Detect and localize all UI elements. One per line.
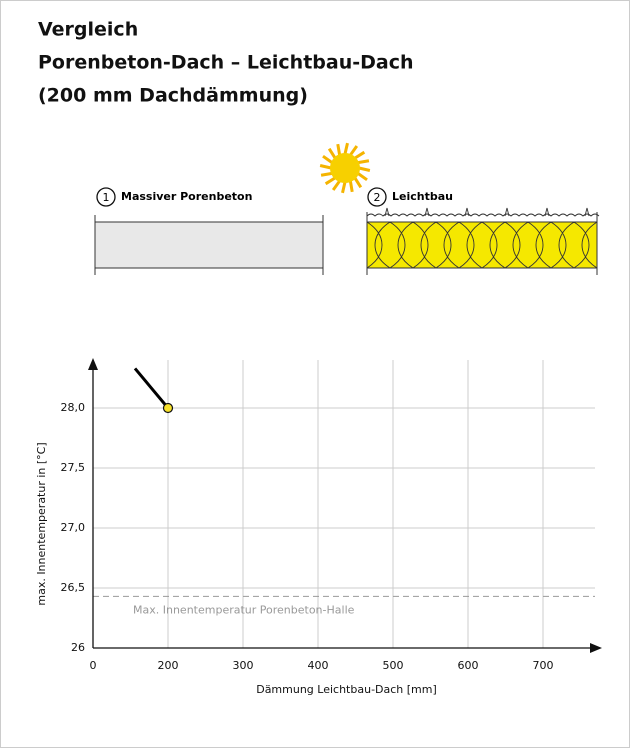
sun-ray <box>320 171 333 177</box>
fastener <box>424 207 430 217</box>
x-tick-label: 200 <box>158 659 179 672</box>
sun-ray <box>357 172 368 182</box>
data-line <box>133 367 170 409</box>
insulation-fill <box>367 222 597 268</box>
fastener <box>544 207 550 217</box>
insulation <box>366 207 600 275</box>
sun-ray <box>358 166 371 172</box>
x-tick-label: 600 <box>458 659 479 672</box>
y-tick-label: 28,0 <box>61 401 86 414</box>
x-tick-label: 400 <box>308 659 329 672</box>
membrane <box>366 213 600 217</box>
sun <box>319 142 371 194</box>
sun-core <box>330 153 360 183</box>
x-tick-label: 0 <box>90 659 97 672</box>
x-tick-label: 300 <box>233 659 254 672</box>
sun-ray <box>322 154 333 164</box>
sun-ray <box>319 164 332 170</box>
x-tick-label: 500 <box>383 659 404 672</box>
number-circle <box>96 187 116 207</box>
fastener <box>384 207 390 217</box>
chart: 26 26,5 27,0 27,5 28,0 0 200 300 400 500 600 700 Max… <box>35 358 602 696</box>
y-axis-label: max. Innentemperatur in [°C] <box>35 442 48 605</box>
porenbeton-slab <box>95 222 323 268</box>
sun-ray <box>343 142 349 155</box>
reference-label: Max. Innentemperatur Porenbeton-Halle <box>133 603 355 616</box>
title-line: (200 mm Dachdämmung) <box>38 85 308 107</box>
diagram-label: Leichtbau <box>392 190 453 203</box>
number-circle <box>367 187 387 207</box>
x-tick-label: 700 <box>533 659 554 672</box>
diagram-number: 1 <box>103 191 110 204</box>
y-axis-arrow <box>88 358 98 370</box>
sun-ray <box>324 176 336 186</box>
title-line: Vergleich <box>38 19 138 41</box>
sun-ray <box>341 181 347 194</box>
diagram-label: Massiver Porenbeton <box>121 190 252 203</box>
sun-ray <box>353 177 363 189</box>
x-axis-label: Dämmung Leichtbau-Dach [mm] <box>256 683 437 696</box>
sun-ray <box>354 150 366 160</box>
sun-ray <box>349 145 359 156</box>
y-tick-label: 26,5 <box>61 581 86 594</box>
x-axis-arrow <box>590 643 602 653</box>
sun-ray <box>327 147 337 159</box>
fastener <box>584 207 590 217</box>
title-line: Porenbeton-Dach – Leichtbau-Dach <box>38 52 414 74</box>
fastener <box>464 207 470 217</box>
sun-ray <box>331 180 341 191</box>
fastener <box>504 207 510 217</box>
insulation-loops <box>366 221 598 269</box>
y-tick-label: 27,0 <box>61 521 86 534</box>
sun-ray <box>336 143 342 156</box>
sun-ray <box>348 180 354 193</box>
diagram-number: 2 <box>374 191 381 204</box>
y-tick-label: 26 <box>71 641 85 654</box>
y-tick-label: 27,5 <box>61 461 86 474</box>
data-point <box>162 402 174 414</box>
sun-ray <box>357 159 370 165</box>
